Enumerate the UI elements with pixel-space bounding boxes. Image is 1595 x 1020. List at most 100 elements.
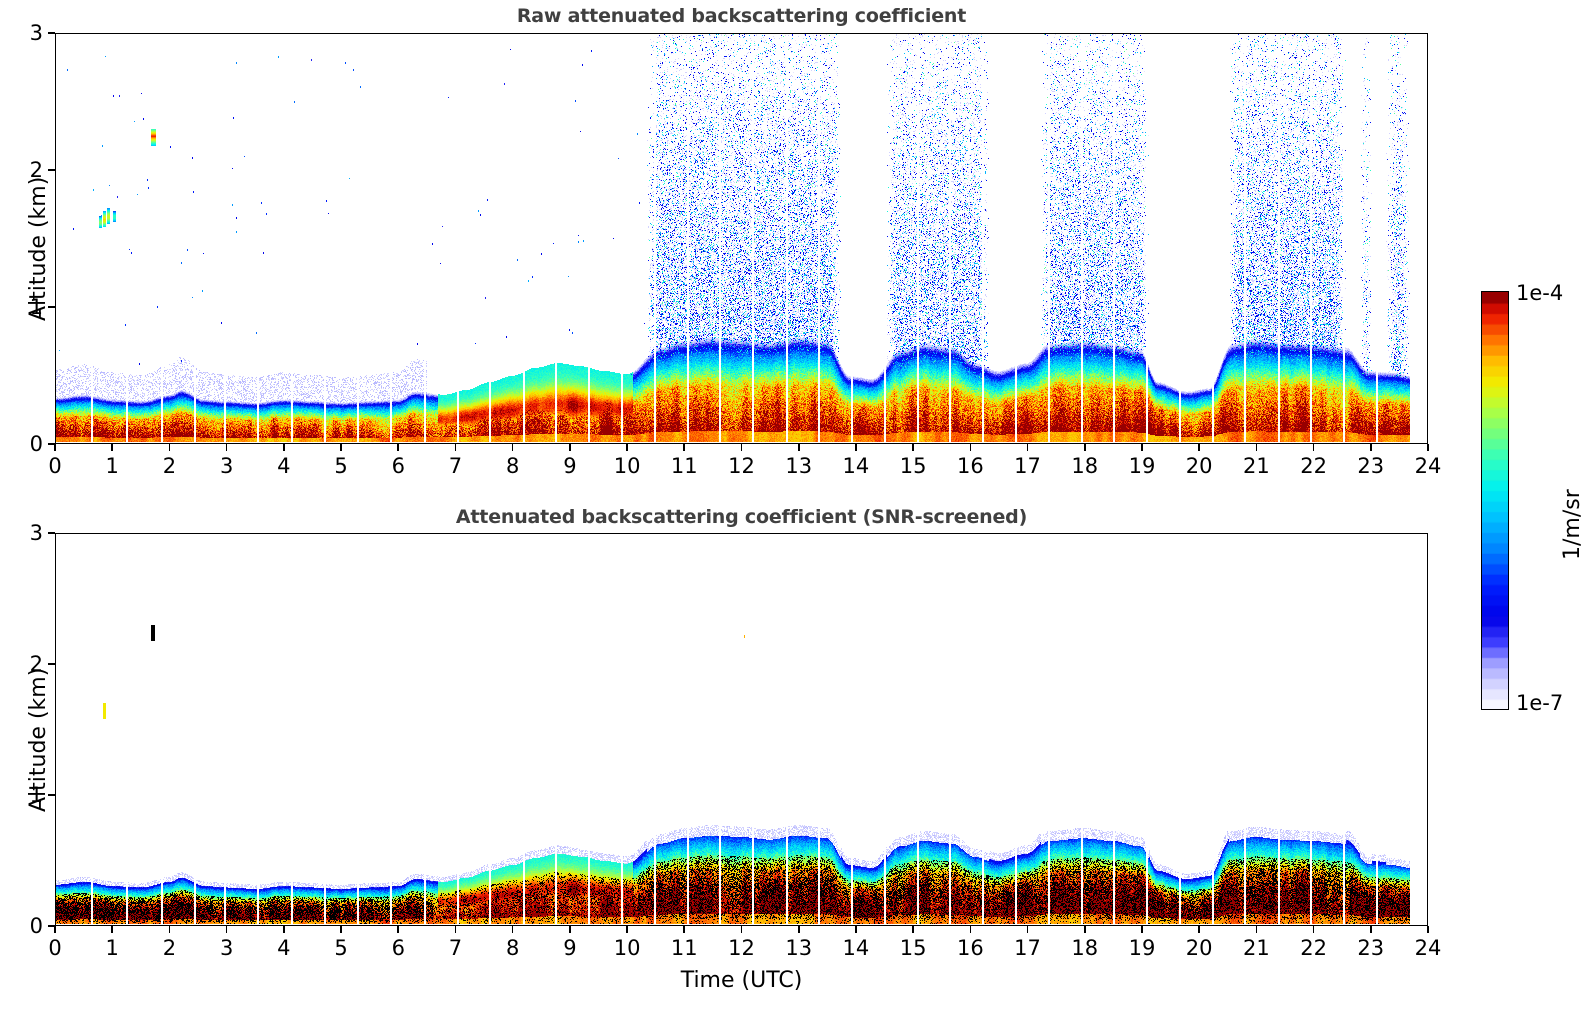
xtick-label-raw-8: 8 <box>505 454 520 478</box>
xtick-label-raw-13: 13 <box>785 454 813 478</box>
yaxis-title-raw: Altitude (km) <box>26 176 51 321</box>
xtick-label-raw-15: 15 <box>899 454 927 478</box>
xtick-mark-screened-12 <box>740 926 743 933</box>
xtick-label-raw-17: 17 <box>1014 454 1041 478</box>
xtick-mark-raw-7 <box>454 444 457 451</box>
xtick-label-raw-6: 6 <box>391 454 405 478</box>
ytick-label-screened-1: 1 <box>29 783 43 807</box>
xtick-mark-screened-20 <box>1198 926 1200 933</box>
ytick-mark-raw-3 <box>48 32 55 34</box>
xtick-label-raw-2: 2 <box>162 454 177 478</box>
colorbar <box>1481 291 1509 710</box>
ytick-label-screened-2: 2 <box>29 652 43 676</box>
xtick-mark-screened-23 <box>1369 926 1372 933</box>
xtick-label-raw-0: 0 <box>48 454 62 478</box>
xtick-label-screened-13: 13 <box>785 936 813 960</box>
xtick-mark-screened-13 <box>797 926 800 933</box>
ytick-label-raw-0: 0 <box>29 432 43 456</box>
xtick-mark-raw-18 <box>1083 444 1086 451</box>
xtick-label-screened-1: 1 <box>105 936 119 960</box>
heatmap-screened <box>56 534 1426 924</box>
xtick-mark-screened-6 <box>397 926 400 933</box>
xtick-label-raw-21: 21 <box>1243 454 1270 478</box>
xtick-label-screened-23: 23 <box>1357 936 1385 960</box>
xtick-mark-screened-2 <box>168 926 171 933</box>
colorbar-max-label: 1e-4 <box>1516 281 1564 305</box>
xtick-label-screened-21: 21 <box>1243 936 1270 960</box>
xtick-label-raw-14: 14 <box>842 454 870 478</box>
xtick-label-screened-8: 8 <box>505 936 520 960</box>
xtick-label-raw-1: 1 <box>105 454 119 478</box>
xtick-mark-raw-2 <box>168 444 171 451</box>
xtick-label-screened-12: 12 <box>728 936 755 960</box>
ytick-label-raw-1: 1 <box>29 295 43 319</box>
xtick-label-raw-3: 3 <box>219 454 234 478</box>
panel-title-raw: Raw attenuated backscattering coefficien… <box>516 5 967 27</box>
xtick-label-raw-11: 11 <box>670 454 698 478</box>
xtick-mark-screened-19 <box>1141 926 1143 933</box>
xtick-label-screened-22: 22 <box>1300 936 1327 960</box>
ytick-label-raw-3: 3 <box>29 21 43 45</box>
xtick-mark-screened-14 <box>855 926 857 933</box>
xtick-label-screened-9: 9 <box>563 936 577 960</box>
xtick-mark-screened-10 <box>626 926 628 933</box>
xtick-label-screened-2: 2 <box>162 936 177 960</box>
panel-title-screened: Attenuated backscattering coefficient (S… <box>455 506 1028 528</box>
xtick-mark-screened-17 <box>1026 926 1029 933</box>
xtick-mark-screened-16 <box>969 926 972 933</box>
xtick-mark-raw-19 <box>1141 444 1143 451</box>
xtick-label-raw-20: 20 <box>1185 454 1213 478</box>
xtick-mark-raw-22 <box>1312 444 1315 451</box>
xtick-mark-raw-12 <box>740 444 743 451</box>
xtick-mark-raw-3 <box>225 444 228 451</box>
xtick-label-screened-4: 4 <box>277 936 291 960</box>
xtick-mark-raw-5 <box>340 444 342 451</box>
plot-area-screened <box>55 533 1428 926</box>
xtick-label-screened-3: 3 <box>219 936 234 960</box>
xtick-mark-raw-20 <box>1198 444 1200 451</box>
xtick-mark-raw-4 <box>283 444 285 451</box>
xtick-mark-raw-24 <box>1427 444 1429 451</box>
xtick-mark-screened-8 <box>511 926 514 933</box>
ytick-mark-screened-0 <box>48 925 55 927</box>
xtick-mark-raw-21 <box>1255 444 1258 451</box>
xtick-label-screened-24: 24 <box>1414 936 1442 960</box>
ytick-label-raw-2: 2 <box>29 158 43 182</box>
xtick-mark-raw-6 <box>397 444 400 451</box>
ytick-label-screened-3: 3 <box>29 521 43 545</box>
xtick-mark-screened-4 <box>283 926 285 933</box>
xtick-mark-screened-22 <box>1312 926 1315 933</box>
xtick-mark-raw-13 <box>797 444 800 451</box>
xtick-label-raw-10: 10 <box>613 454 641 478</box>
heatmap-raw <box>56 34 1426 442</box>
ytick-mark-screened-2 <box>48 663 55 665</box>
xtick-label-raw-23: 23 <box>1357 454 1385 478</box>
xtick-mark-screened-11 <box>683 926 686 933</box>
xtick-mark-raw-1 <box>111 444 113 451</box>
ytick-mark-raw-1 <box>48 306 55 308</box>
xtick-label-raw-9: 9 <box>563 454 577 478</box>
xtick-mark-screened-1 <box>111 926 113 933</box>
xtick-mark-raw-15 <box>912 444 914 451</box>
xtick-mark-raw-14 <box>855 444 857 451</box>
xtick-label-screened-20: 20 <box>1185 936 1213 960</box>
xtick-mark-screened-21 <box>1255 926 1258 933</box>
ytick-mark-raw-2 <box>48 169 55 171</box>
xtick-label-screened-10: 10 <box>613 936 641 960</box>
xtick-label-screened-15: 15 <box>899 936 927 960</box>
xtick-label-screened-6: 6 <box>391 936 405 960</box>
xtick-label-raw-18: 18 <box>1071 454 1099 478</box>
xtick-mark-raw-0 <box>54 444 56 451</box>
xtick-label-screened-14: 14 <box>842 936 870 960</box>
xtick-label-screened-19: 19 <box>1128 936 1156 960</box>
xtick-mark-raw-10 <box>626 444 628 451</box>
xtick-mark-raw-23 <box>1369 444 1372 451</box>
xtick-label-screened-18: 18 <box>1071 936 1099 960</box>
xtick-label-screened-0: 0 <box>48 936 62 960</box>
xtick-mark-screened-24 <box>1427 926 1429 933</box>
xtick-label-raw-24: 24 <box>1414 454 1442 478</box>
xtick-label-screened-17: 17 <box>1014 936 1041 960</box>
colorbar-gradient <box>1482 292 1508 709</box>
xtick-label-screened-7: 7 <box>448 936 463 960</box>
